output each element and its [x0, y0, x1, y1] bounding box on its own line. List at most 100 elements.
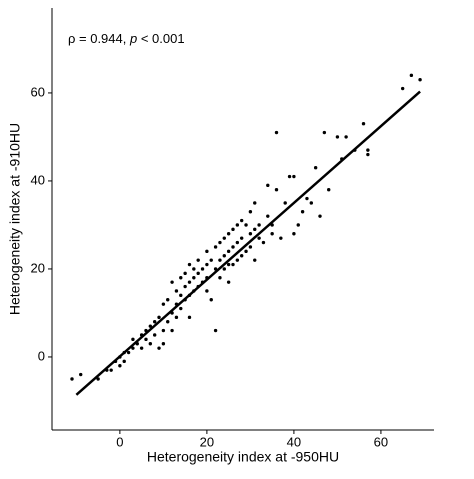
point [239, 254, 244, 258]
point [226, 232, 231, 236]
y-tick-label: 60 [31, 84, 45, 99]
point [109, 368, 113, 372]
point [248, 210, 253, 214]
point [183, 271, 187, 276]
point [266, 214, 270, 218]
point [366, 152, 370, 157]
point [287, 174, 292, 179]
point [361, 122, 366, 126]
point [196, 258, 200, 262]
point [200, 267, 205, 271]
point [235, 223, 240, 227]
x-axis-title: Heterogeneity index at -950HU [147, 449, 339, 465]
point [161, 328, 166, 333]
point [257, 236, 261, 240]
point [170, 328, 174, 333]
point [183, 284, 187, 289]
point [161, 302, 166, 306]
point [118, 364, 122, 368]
point [244, 249, 248, 254]
point [248, 232, 253, 236]
point [344, 135, 348, 139]
point [313, 166, 318, 170]
point [174, 315, 179, 320]
point [253, 258, 257, 262]
y-axis-title: Heterogeneity index at -910HU [7, 123, 23, 315]
point [139, 346, 144, 350]
point [187, 315, 192, 320]
point [248, 245, 253, 249]
point [179, 276, 183, 280]
annotation-part: ρ = 0.944, [68, 31, 130, 46]
point [152, 333, 157, 337]
point [327, 188, 331, 192]
annotation: ρ = 0.944, p < 0.001 [68, 31, 185, 46]
point [192, 276, 196, 280]
point [409, 73, 414, 78]
point [266, 183, 270, 188]
point [231, 262, 235, 267]
x-tick-label: 60 [374, 434, 388, 449]
point [283, 201, 287, 205]
point [131, 337, 135, 342]
point [205, 249, 209, 254]
point [257, 223, 261, 227]
point [318, 214, 322, 218]
y-tick-label: 40 [31, 172, 45, 187]
point [292, 174, 296, 179]
point [218, 258, 222, 262]
point [157, 315, 161, 320]
point [205, 262, 209, 267]
point [222, 236, 226, 240]
point [322, 130, 327, 135]
point [335, 135, 340, 139]
point [279, 236, 283, 240]
point [161, 342, 166, 346]
point [253, 227, 257, 232]
x-tick-label: 40 [287, 434, 301, 449]
point [253, 201, 257, 205]
point [261, 240, 266, 245]
point [231, 245, 235, 249]
point [222, 254, 226, 258]
point [152, 320, 157, 324]
point [292, 232, 296, 236]
point [126, 350, 131, 355]
point [235, 258, 240, 262]
point [274, 130, 279, 135]
y-tick-label: 20 [31, 260, 45, 275]
point [144, 337, 148, 342]
point [205, 289, 209, 293]
point [209, 298, 213, 302]
point [239, 218, 244, 223]
point [300, 210, 305, 214]
point [157, 346, 161, 350]
x-tick-label: 0 [116, 434, 123, 449]
point [122, 359, 126, 364]
point [235, 240, 240, 245]
point [274, 188, 279, 192]
x-tick-label: 20 [200, 434, 214, 449]
point [148, 324, 153, 328]
point [296, 223, 300, 227]
point [166, 298, 170, 302]
point [244, 223, 248, 227]
point [239, 236, 244, 240]
annotation-part: p [129, 31, 137, 46]
point [213, 328, 218, 333]
point [418, 78, 422, 82]
point [187, 262, 192, 267]
point [366, 148, 370, 152]
point [96, 377, 100, 381]
point [170, 280, 174, 284]
point [79, 372, 83, 377]
point [166, 320, 170, 324]
point [305, 196, 309, 201]
point [218, 276, 222, 280]
point [222, 267, 226, 271]
point [192, 267, 196, 271]
fit-line [75, 90, 421, 396]
point [213, 245, 218, 249]
point [187, 280, 192, 284]
